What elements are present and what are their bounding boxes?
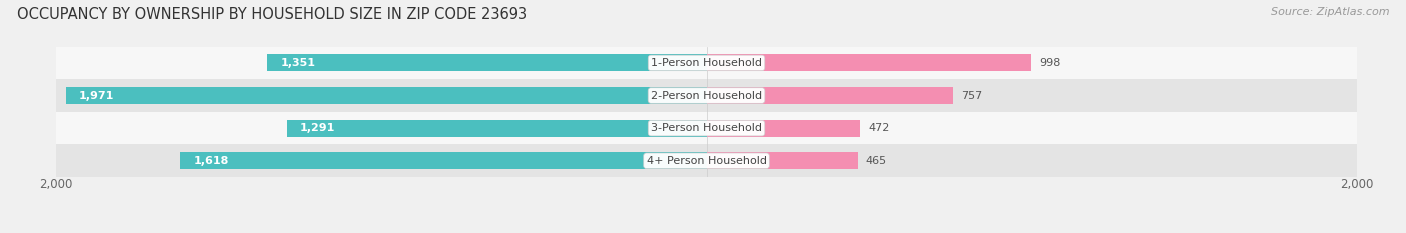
Bar — [707, 55, 1031, 71]
Text: 3-Person Household: 3-Person Household — [651, 123, 762, 133]
Bar — [66, 87, 707, 104]
Text: 4+ Person Household: 4+ Person Household — [647, 156, 766, 166]
Bar — [56, 47, 1357, 79]
Text: 465: 465 — [866, 156, 887, 166]
Bar — [287, 120, 707, 137]
Text: 2-Person Household: 2-Person Household — [651, 91, 762, 100]
Bar — [707, 152, 858, 169]
Bar — [56, 144, 1357, 177]
Bar — [707, 87, 953, 104]
Bar — [267, 55, 707, 71]
Text: 1,971: 1,971 — [79, 91, 114, 100]
Bar — [180, 152, 707, 169]
Text: 1,618: 1,618 — [194, 156, 229, 166]
Text: 998: 998 — [1039, 58, 1060, 68]
Text: 1,351: 1,351 — [280, 58, 315, 68]
Text: 1,291: 1,291 — [299, 123, 335, 133]
Bar — [56, 112, 1357, 144]
Bar — [707, 120, 860, 137]
Text: OCCUPANCY BY OWNERSHIP BY HOUSEHOLD SIZE IN ZIP CODE 23693: OCCUPANCY BY OWNERSHIP BY HOUSEHOLD SIZE… — [17, 7, 527, 22]
Text: 757: 757 — [960, 91, 981, 100]
Text: 1-Person Household: 1-Person Household — [651, 58, 762, 68]
Text: Source: ZipAtlas.com: Source: ZipAtlas.com — [1271, 7, 1389, 17]
Text: 472: 472 — [868, 123, 890, 133]
Bar — [56, 79, 1357, 112]
